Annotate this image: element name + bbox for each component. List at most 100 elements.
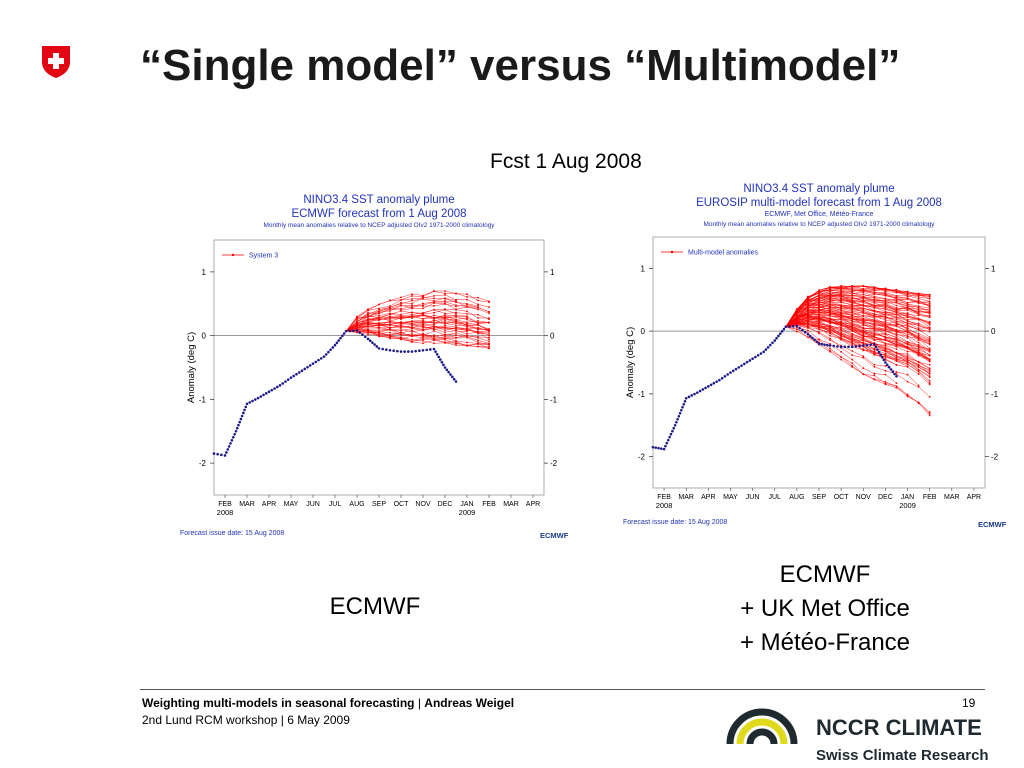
observed-dot xyxy=(850,345,854,349)
forecast-member-point xyxy=(917,366,920,369)
forecast-member-line xyxy=(785,321,930,369)
observed-dot xyxy=(891,370,895,374)
forecast-member-point xyxy=(895,386,898,389)
forecast-member-point xyxy=(400,315,402,318)
forecast-member-point xyxy=(807,309,809,312)
forecast-member-point xyxy=(862,373,865,375)
forecast-member-point xyxy=(829,318,831,321)
forecast-member-point xyxy=(851,354,854,357)
observed-dot xyxy=(264,392,268,395)
forecast-member-line xyxy=(785,302,930,327)
forecast-member-point xyxy=(477,319,479,322)
forecast-member-point xyxy=(829,305,831,308)
forecast-member-point xyxy=(928,323,931,326)
forecast-member-point xyxy=(400,304,402,307)
forecast-member-point xyxy=(851,318,854,321)
chart-title: NINO3.4 SST anomaly plume xyxy=(303,194,454,206)
forecast-member-point xyxy=(906,325,909,328)
observed-dot xyxy=(284,380,287,383)
observed-dot xyxy=(322,355,326,358)
observed-dot xyxy=(344,329,348,333)
observed-dot xyxy=(676,417,679,421)
forecast-member-point xyxy=(840,324,843,327)
observed-dot xyxy=(873,343,876,346)
forecast-member-point xyxy=(862,289,865,292)
forecast-member-point xyxy=(389,324,391,327)
y-tick-label-left: 1 xyxy=(641,264,646,273)
chart-subtitle: ECMWF forecast from 1 Aug 2008 xyxy=(291,208,466,220)
forecast-member-point xyxy=(873,338,876,341)
forecast-member-point xyxy=(829,294,831,297)
forecast-member-point xyxy=(906,355,909,357)
forecast-member-point xyxy=(455,324,457,327)
x-tick-label: APR xyxy=(967,494,981,501)
logo-name: NCCR CLIMATE xyxy=(816,715,982,740)
observed-dot xyxy=(668,435,671,439)
forecast-member-point xyxy=(807,323,809,325)
forecast-member-point xyxy=(807,312,809,315)
forecast-member-point xyxy=(884,383,887,386)
forecast-member-point xyxy=(455,322,457,325)
forecast-member-point xyxy=(433,326,435,329)
observed-dot xyxy=(451,375,454,379)
observed-dot xyxy=(682,402,686,406)
forecast-member-point xyxy=(873,302,876,304)
forecast-member-point xyxy=(917,332,920,335)
forecast-member-point xyxy=(829,330,831,333)
forecast-member-point xyxy=(455,320,457,323)
forecast-member-point xyxy=(917,306,920,309)
forecast-member-point xyxy=(928,395,931,398)
chart-title: NINO3.4 SST anomaly plume xyxy=(743,183,894,195)
forecast-member-point xyxy=(455,340,457,343)
forecast-member-point xyxy=(444,303,446,305)
observed-dot xyxy=(874,345,878,349)
forecast-member-point xyxy=(873,313,876,315)
forecast-member-point xyxy=(840,332,843,335)
forecast-member-point xyxy=(873,374,876,377)
forecast-member-point xyxy=(895,288,898,291)
forecast-member-point xyxy=(895,385,898,388)
forecast-member-point xyxy=(356,317,358,320)
observed-dot xyxy=(895,375,898,378)
forecast-member-point xyxy=(433,314,435,317)
forecast-member-point xyxy=(488,333,490,335)
forecast-member-point xyxy=(906,347,909,350)
forecast-member-point xyxy=(928,336,931,338)
forecast-member-point xyxy=(917,322,920,325)
observed-dot xyxy=(229,442,232,445)
forecast-member-point xyxy=(400,337,402,339)
forecast-member-point xyxy=(400,302,402,305)
x-tick-label: MAR xyxy=(503,501,519,508)
forecast-member-point xyxy=(411,327,413,330)
forecast-member-point xyxy=(851,327,854,330)
observed-dot xyxy=(784,325,788,329)
forecast-member-point xyxy=(873,322,876,325)
forecast-member-point xyxy=(367,329,369,332)
forecast-member-point xyxy=(477,306,479,309)
forecast-member-line xyxy=(345,319,490,332)
forecast-member-point xyxy=(444,300,446,302)
observed-dot xyxy=(869,343,872,347)
forecast-member-point xyxy=(884,342,887,345)
forecast-member-point xyxy=(422,314,424,317)
forecast-member-point xyxy=(928,297,931,300)
forecast-member-line xyxy=(785,294,930,327)
forecast-member-point xyxy=(367,328,369,330)
x-tick-label: JUN xyxy=(306,501,320,508)
forecast-member-point xyxy=(928,372,931,375)
forecast-member-point xyxy=(906,359,909,362)
forecast-members xyxy=(345,290,490,350)
forecast-member-point xyxy=(906,307,909,310)
forecast-member-point xyxy=(862,307,865,310)
forecast-member-point xyxy=(928,307,931,310)
observed-dot xyxy=(410,350,414,353)
observed-dot xyxy=(660,447,663,450)
forecast-member-point xyxy=(906,316,909,319)
x-tick-label: SEP xyxy=(812,494,826,501)
forecast-member-line xyxy=(785,290,930,327)
observed-dot xyxy=(832,344,836,348)
forecast-member-point xyxy=(433,294,435,297)
forecast-member-point xyxy=(873,378,876,381)
observed-series xyxy=(651,324,898,451)
forecast-member-point xyxy=(840,290,843,292)
